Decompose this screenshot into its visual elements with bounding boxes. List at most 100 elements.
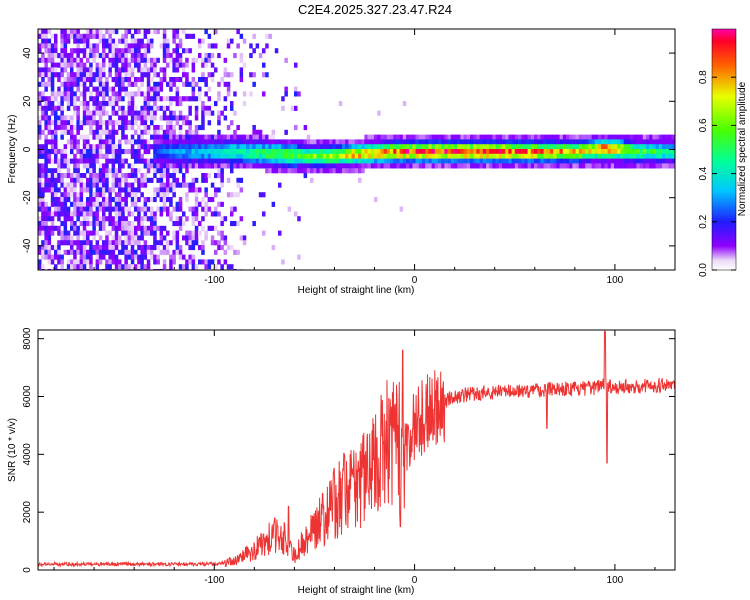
spectrogram-cell [92,48,96,54]
spectrogram-cell [124,254,128,260]
spectrogram-cell [604,134,608,140]
spectrogram-cell [118,264,122,270]
spectrogram-cell [76,105,80,111]
spectrogram-cell [70,245,74,251]
spectrogram-cell [73,158,77,164]
spectrogram-cell [159,77,164,83]
spectrogram-cell [470,149,474,155]
spectrogram-cell [207,153,212,159]
spectrogram-cell [354,153,359,159]
spectrogram-cell [47,173,52,179]
spectrogram-cell [178,139,183,145]
spectrogram-cell [54,67,58,73]
spectrogram-cell [210,153,215,159]
spectrogram-cell [396,144,400,150]
spectrogram-cell [76,158,80,164]
spectrogram-cell [86,221,90,227]
spectrogram-cell [390,134,394,140]
spectrogram-cell [322,168,327,174]
spectrogram-cell [316,149,320,155]
spectrogram-cell [223,240,228,246]
spectrogram-cell [118,139,122,145]
spectrogram-cell [210,240,215,246]
spectrogram-cell [217,158,221,164]
spectrogram-cell [44,216,48,222]
spectrogram-cell [399,158,404,164]
spectrogram-cell [134,158,138,164]
spectrogram-cell [601,149,605,155]
spectrogram-cell [556,153,560,159]
spectrogram-cell [393,144,397,150]
spectrogram-cell [188,105,192,111]
spectrogram-cell [479,163,484,169]
spectrogram-cell [114,77,119,83]
spectrogram-cell [159,96,164,102]
spectrogram-cell [162,245,167,251]
spectrogram-cell [50,221,55,227]
spectrogram-cell [210,197,215,203]
spectrogram-cell [108,240,112,246]
snr-y-axis-label: SNR (10 * v/v) [7,418,18,482]
spectrogram-cell [175,168,180,174]
spectrogram-cell [86,53,90,59]
spectrogram-cell [134,77,138,83]
spectrogram-cell [220,144,224,150]
spectrogram-cell [486,134,490,140]
spectrogram-cell [665,158,669,164]
spectrogram-cell [550,153,554,159]
spectrogram-cell [191,264,196,270]
spectrogram-cell [114,235,119,241]
spectrogram-cell [582,163,586,169]
spectrogram-cell [188,206,192,212]
spectrogram-cell [137,134,141,140]
spectrogram-cell [108,134,112,140]
spectrogram-cell [617,144,621,150]
spectrogram-cell [121,163,125,169]
spectrogram-cell [89,72,93,78]
spectrogram-cell [166,149,170,155]
spectrogram-cell [124,86,128,92]
spectrogram-cell [316,163,320,169]
spectrogram-cell [118,86,122,92]
spectrogram-cell [252,72,256,78]
spectrogram-cell [252,144,256,150]
spectrogram-cell [130,245,135,251]
spectrogram-cell [82,53,87,59]
spectrogram-cell [153,101,157,107]
spectrogram-cell [191,235,196,241]
spectrogram-cell [614,144,618,150]
spectrogram-cell [591,158,596,164]
spectrogram-cell [130,182,135,188]
spectrogram-cell [284,57,288,63]
spectrogram-cell [278,182,282,188]
spectrogram-cell [508,139,512,145]
spectrogram-cell [130,81,135,87]
spectrogram-cell [89,201,93,207]
spectrogram-cell [265,33,269,39]
spectrogram-cell [450,153,455,159]
spectrogram-cell [76,120,80,126]
spectrogram-cell [662,139,666,145]
spectrogram-cell [214,163,218,169]
spectrogram-cell [50,129,55,135]
spectrogram-cell [70,91,74,97]
spectrogram-cell [230,134,234,140]
spectrogram-cell [201,115,205,121]
spectrogram-cell [345,149,349,155]
spectrogram-cell [140,264,144,270]
spectrogram-cell [447,149,452,155]
spectrogram-cell [162,158,167,164]
spectrogram-cell [162,149,167,155]
spectrogram-cell [73,182,77,188]
spectrogram-cell [242,235,247,241]
spectrogram-cell [220,168,224,174]
spectrogram-cell [198,125,202,131]
spectrogram-cell [281,96,285,102]
spectrogram-cell [550,144,554,150]
spectrogram-cell [105,249,109,255]
spectrogram-cell [102,129,106,135]
spectrogram-cell [63,249,68,255]
spectrogram-cell [146,264,151,270]
spectrogram-cell [457,144,461,150]
spectrogram-cell [47,187,52,193]
